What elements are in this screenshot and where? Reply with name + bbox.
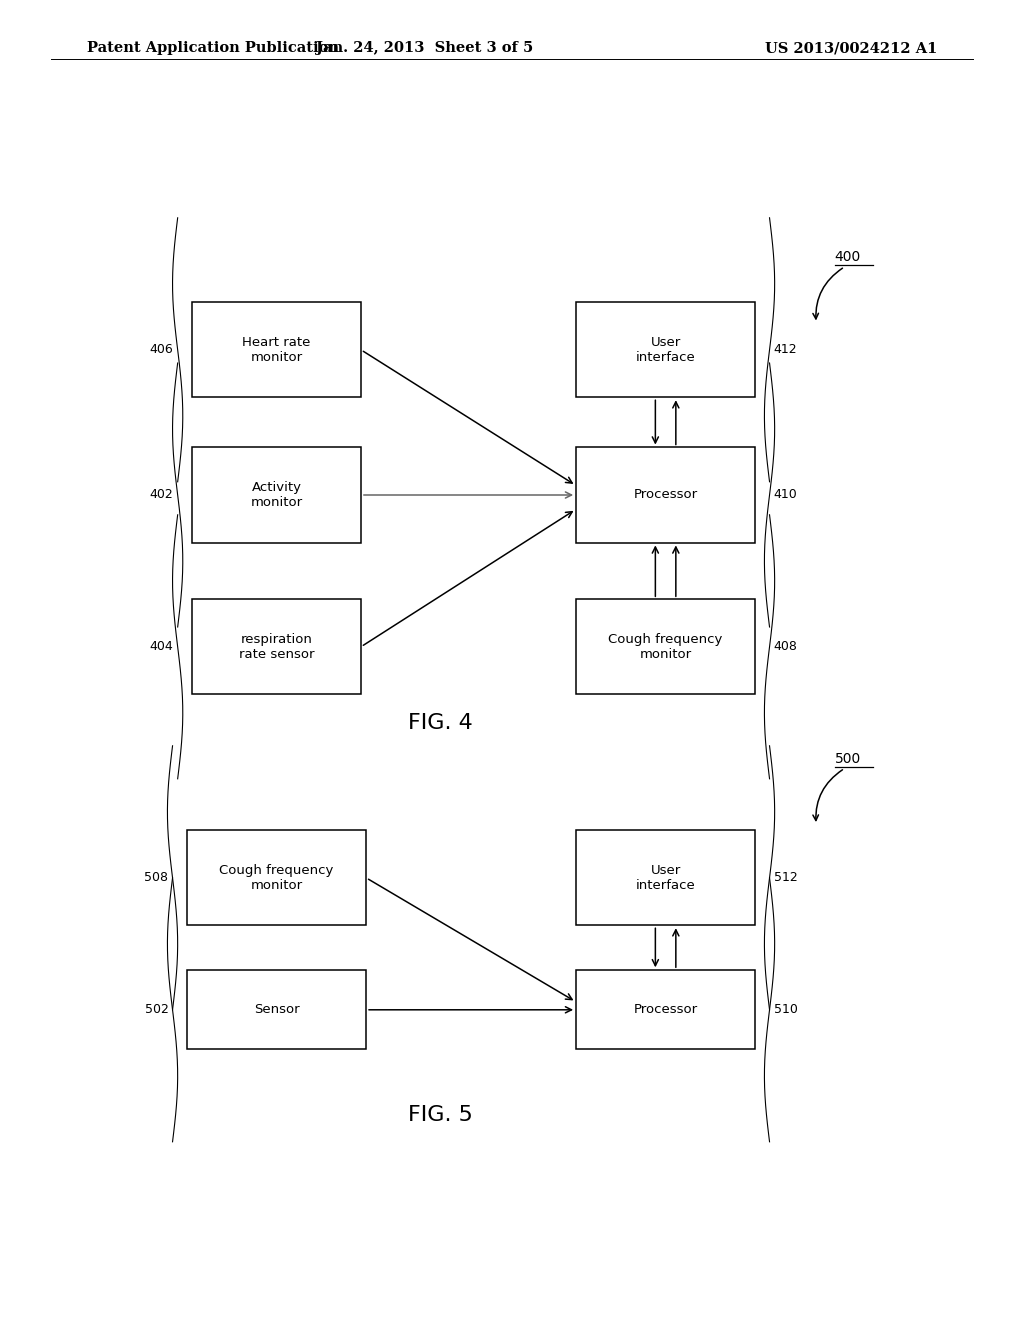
Bar xyxy=(575,970,756,1049)
Text: Processor: Processor xyxy=(634,488,697,502)
Bar xyxy=(575,302,756,397)
Text: 406: 406 xyxy=(150,343,173,356)
Text: Heart rate
monitor: Heart rate monitor xyxy=(243,335,310,364)
Text: Patent Application Publication: Patent Application Publication xyxy=(87,41,339,55)
Text: User
interface: User interface xyxy=(636,863,695,892)
Text: US 2013/0024212 A1: US 2013/0024212 A1 xyxy=(765,41,937,55)
Text: 408: 408 xyxy=(774,640,798,653)
Text: 402: 402 xyxy=(150,488,173,502)
Text: 412: 412 xyxy=(774,343,798,356)
Text: User
interface: User interface xyxy=(636,335,695,364)
Bar xyxy=(575,830,756,925)
Text: 410: 410 xyxy=(774,488,798,502)
Bar xyxy=(575,599,756,694)
Text: FIG. 5: FIG. 5 xyxy=(408,1105,473,1126)
Text: Cough frequency
monitor: Cough frequency monitor xyxy=(219,863,334,892)
Bar xyxy=(193,599,361,694)
Bar xyxy=(187,970,367,1049)
Text: Sensor: Sensor xyxy=(254,1003,299,1016)
Text: 512: 512 xyxy=(774,871,798,884)
Text: 400: 400 xyxy=(835,249,861,264)
Text: 510: 510 xyxy=(774,1003,798,1016)
Text: Cough frequency
monitor: Cough frequency monitor xyxy=(608,632,723,661)
Text: Jan. 24, 2013  Sheet 3 of 5: Jan. 24, 2013 Sheet 3 of 5 xyxy=(316,41,534,55)
Text: Processor: Processor xyxy=(634,1003,697,1016)
Text: respiration
rate sensor: respiration rate sensor xyxy=(239,632,314,661)
Bar xyxy=(193,447,361,543)
Bar xyxy=(575,447,756,543)
Text: 508: 508 xyxy=(144,871,168,884)
Text: FIG. 4: FIG. 4 xyxy=(408,713,473,734)
Text: Activity
monitor: Activity monitor xyxy=(251,480,302,510)
Text: 404: 404 xyxy=(150,640,173,653)
Text: 502: 502 xyxy=(144,1003,168,1016)
Text: 500: 500 xyxy=(835,751,861,766)
Bar xyxy=(193,302,361,397)
Bar xyxy=(187,830,367,925)
